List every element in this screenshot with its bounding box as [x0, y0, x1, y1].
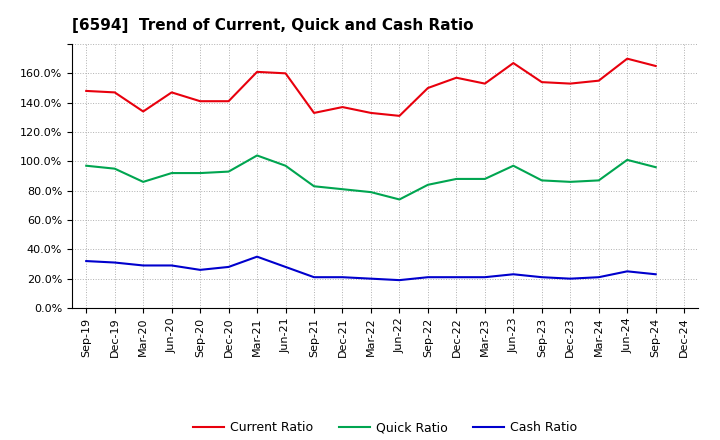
Cash Ratio	[537, 275, 546, 280]
Current Ratio	[623, 56, 631, 61]
Quick Ratio	[652, 165, 660, 170]
Current Ratio	[509, 60, 518, 66]
Cash Ratio	[310, 275, 318, 280]
Cash Ratio	[452, 275, 461, 280]
Quick Ratio	[139, 179, 148, 184]
Current Ratio	[595, 78, 603, 83]
Current Ratio	[282, 71, 290, 76]
Cash Ratio	[225, 264, 233, 270]
Current Ratio	[110, 90, 119, 95]
Cash Ratio	[652, 271, 660, 277]
Quick Ratio	[225, 169, 233, 174]
Quick Ratio	[566, 179, 575, 184]
Cash Ratio	[480, 275, 489, 280]
Cash Ratio	[395, 278, 404, 283]
Quick Ratio	[366, 190, 375, 195]
Text: [6594]  Trend of Current, Quick and Cash Ratio: [6594] Trend of Current, Quick and Cash …	[72, 18, 474, 33]
Current Ratio	[366, 110, 375, 116]
Cash Ratio	[338, 275, 347, 280]
Current Ratio	[652, 63, 660, 69]
Cash Ratio	[282, 264, 290, 270]
Cash Ratio	[623, 269, 631, 274]
Current Ratio	[423, 85, 432, 91]
Cash Ratio	[167, 263, 176, 268]
Line: Current Ratio: Current Ratio	[86, 59, 656, 116]
Quick Ratio	[452, 176, 461, 182]
Current Ratio	[395, 113, 404, 118]
Quick Ratio	[537, 178, 546, 183]
Quick Ratio	[253, 153, 261, 158]
Cash Ratio	[196, 267, 204, 272]
Cash Ratio	[139, 263, 148, 268]
Cash Ratio	[423, 275, 432, 280]
Current Ratio	[253, 69, 261, 74]
Quick Ratio	[623, 157, 631, 162]
Current Ratio	[310, 110, 318, 116]
Quick Ratio	[167, 170, 176, 176]
Quick Ratio	[423, 182, 432, 187]
Current Ratio	[452, 75, 461, 81]
Current Ratio	[225, 99, 233, 104]
Current Ratio	[139, 109, 148, 114]
Quick Ratio	[395, 197, 404, 202]
Cash Ratio	[110, 260, 119, 265]
Quick Ratio	[595, 178, 603, 183]
Current Ratio	[196, 99, 204, 104]
Quick Ratio	[480, 176, 489, 182]
Quick Ratio	[310, 183, 318, 189]
Line: Cash Ratio: Cash Ratio	[86, 257, 656, 280]
Quick Ratio	[509, 163, 518, 169]
Current Ratio	[480, 81, 489, 86]
Cash Ratio	[595, 275, 603, 280]
Cash Ratio	[566, 276, 575, 281]
Quick Ratio	[282, 163, 290, 169]
Quick Ratio	[110, 166, 119, 171]
Current Ratio	[566, 81, 575, 86]
Current Ratio	[82, 88, 91, 94]
Line: Quick Ratio: Quick Ratio	[86, 155, 656, 199]
Current Ratio	[338, 104, 347, 110]
Quick Ratio	[82, 163, 91, 169]
Current Ratio	[537, 80, 546, 85]
Current Ratio	[167, 90, 176, 95]
Legend: Current Ratio, Quick Ratio, Cash Ratio: Current Ratio, Quick Ratio, Cash Ratio	[188, 416, 582, 439]
Cash Ratio	[253, 254, 261, 259]
Cash Ratio	[82, 258, 91, 264]
Cash Ratio	[366, 276, 375, 281]
Quick Ratio	[338, 187, 347, 192]
Quick Ratio	[196, 170, 204, 176]
Cash Ratio	[509, 271, 518, 277]
